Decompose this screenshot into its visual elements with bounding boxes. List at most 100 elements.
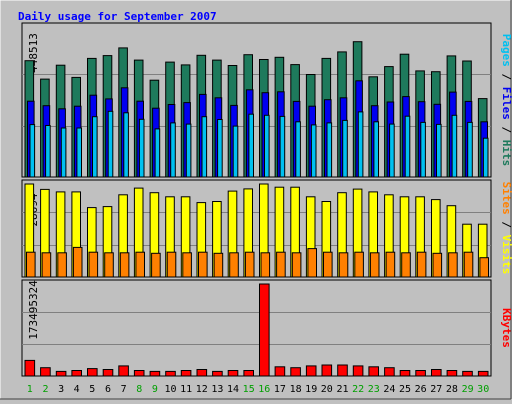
x-tick-label-day-27: 27	[430, 384, 442, 395]
bar-pages-day-20	[326, 122, 333, 178]
x-tick-label-day-9: 9	[152, 384, 158, 395]
x-tick-label-day-7: 7	[121, 384, 127, 395]
bar-kbytes-day-3	[55, 370, 67, 377]
bar-pages-day-7	[123, 112, 129, 178]
bar-pages-day-4	[76, 127, 83, 178]
x-tick-label-day-4: 4	[74, 384, 80, 395]
series-label-hits: Hits	[500, 140, 512, 167]
bar-kbytes-day-14	[227, 370, 239, 377]
bar-sites-day-15	[244, 251, 255, 278]
bar-kbytes-day-19	[305, 365, 317, 377]
bar-kbytes-day-27	[431, 369, 442, 377]
x-tick-label-day-29: 29	[462, 384, 474, 395]
bar-kbytes-day-4	[71, 370, 83, 377]
x-tick-label-day-3: 3	[58, 384, 64, 395]
bar-kbytes-day-10	[165, 370, 176, 377]
series-label: KBytes	[500, 308, 512, 348]
bar-sites-day-19	[307, 248, 317, 278]
bar-sites-day-4	[72, 246, 83, 278]
x-tick-label-day-6: 6	[105, 384, 111, 395]
x-tick-label-day-16: 16	[258, 384, 270, 395]
x-tick-label-day-22: 22	[352, 384, 364, 395]
kbytes-panel: 173495324 KBytes	[21, 279, 512, 377]
bar-kbytes-day-5	[87, 368, 98, 377]
bar-kbytes-day-13	[212, 370, 223, 377]
bar-sites-day-20	[323, 251, 333, 278]
bar-pages-day-28	[451, 114, 458, 178]
bar-pages-day-23	[373, 121, 379, 178]
bar-pages-day-26	[420, 121, 426, 178]
bar-kbytes-day-30	[477, 370, 489, 377]
bar-pages-day-2	[45, 125, 51, 178]
bar-sites-day-30	[479, 257, 489, 278]
chart-title: Daily usage for September 2007	[18, 10, 217, 23]
bar-sites-day-24	[385, 251, 396, 278]
bar-sites-day-9	[151, 252, 161, 278]
x-tick-label-day-17: 17	[274, 384, 286, 395]
bar-sites-day-14	[229, 252, 239, 278]
day-axis: 1 2 3 4 5 6 7 8 9 10 11 12 13 14 15 16 17 18 19 20 21 22 23 24 2…	[27, 384, 489, 395]
x-tick-label-day-1: 1	[27, 384, 33, 395]
bar-kbytes-day-16	[259, 283, 270, 377]
bar-pages-day-29	[467, 121, 473, 178]
bar-kbytes-day-2	[40, 367, 51, 377]
bar-kbytes-day-15	[243, 370, 254, 377]
bar-kbytes-day-25	[399, 370, 411, 377]
panel-frame	[21, 179, 492, 278]
bar-pages-day-21	[342, 119, 348, 178]
bar-sites-day-23	[369, 252, 380, 278]
hits-files-pages-panel: 448513 Pages / Files / Hits	[21, 22, 512, 178]
bar-pages-day-25	[404, 115, 411, 178]
x-tick-label-day-2: 2	[42, 384, 48, 395]
bar-kbytes-day-1	[24, 359, 36, 377]
x-tick-label-day-12: 12	[196, 384, 208, 395]
bar-sites-day-13	[213, 252, 224, 278]
bar-pages-day-12	[201, 116, 208, 178]
series-label-pages: Pages	[500, 34, 512, 67]
x-tick-label-day-13: 13	[211, 384, 223, 395]
x-tick-label-day-21: 21	[336, 384, 348, 395]
bar-pages-day-3	[60, 127, 67, 178]
bar-sites-day-3	[57, 252, 67, 278]
series-label: Pages / Files / Hits	[500, 34, 512, 167]
bar-sites-day-6	[104, 252, 114, 278]
bar-kbytes-day-21	[337, 364, 348, 377]
bar-pages-day-13	[217, 119, 223, 178]
x-tick-label-day-26: 26	[415, 384, 427, 395]
bar-sites-day-16	[260, 252, 271, 278]
x-tick-label-day-10: 10	[164, 384, 176, 395]
bar-sites-day-26	[416, 251, 427, 278]
series-label-separator: /	[500, 67, 512, 87]
bar-sites-day-17	[276, 251, 286, 278]
series-label-separator: /	[500, 120, 512, 140]
series-label-sites: Sites	[500, 182, 512, 215]
panel-frame	[21, 279, 492, 377]
bar-pages-day-14	[232, 125, 239, 178]
bar-sites-day-7	[119, 252, 130, 278]
bar-kbytes-day-26	[415, 370, 426, 377]
x-tick-label-day-11: 11	[180, 384, 192, 395]
panel-frame	[21, 22, 492, 178]
x-tick-label-day-18: 18	[290, 384, 302, 395]
series-label-separator: /	[500, 215, 512, 235]
x-tick-label-day-20: 20	[321, 384, 333, 395]
series-label-files: Files	[500, 87, 512, 120]
bar-pages-day-8	[138, 118, 145, 178]
bar-sites-day-22	[354, 251, 364, 278]
bar-kbytes-day-29	[462, 370, 473, 377]
bar-kbytes-day-6	[102, 369, 114, 377]
bar-pages-day-11	[185, 123, 192, 178]
bar-sites-day-10	[166, 251, 177, 278]
bar-kbytes-day-18	[290, 367, 301, 377]
series-label-kbytes: KBytes	[500, 308, 512, 348]
bar-pages-day-6	[107, 110, 114, 178]
x-tick-label-day-28: 28	[446, 384, 458, 395]
bar-sites-day-29	[463, 251, 474, 278]
bar-sites-day-21	[338, 252, 349, 278]
bar-pages-day-30	[482, 137, 489, 178]
bar-kbytes-day-17	[274, 366, 286, 377]
series-label: Sites / Visits	[500, 182, 512, 275]
x-tick-label-day-24: 24	[383, 384, 395, 395]
